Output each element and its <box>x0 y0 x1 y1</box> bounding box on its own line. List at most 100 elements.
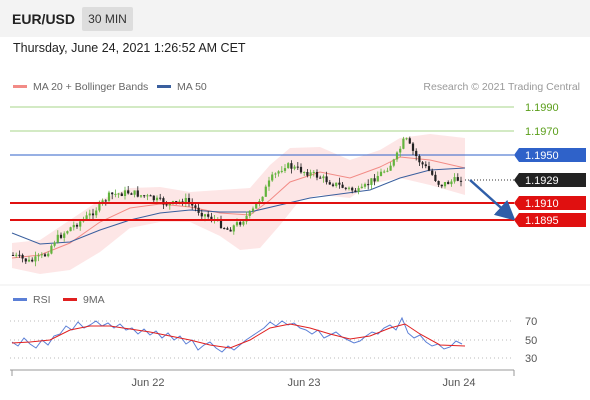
forecast-arrow <box>469 179 516 221</box>
candle-body <box>431 170 434 175</box>
candle-body <box>226 228 229 230</box>
candle-body <box>37 255 40 257</box>
candle-body <box>331 184 335 186</box>
candle-body <box>239 222 242 225</box>
candle-body <box>242 221 245 225</box>
candle-body <box>50 245 53 254</box>
candle-body <box>335 182 338 186</box>
x-label-jun22: Jun 22 <box>131 377 164 389</box>
candle-body <box>219 219 223 229</box>
candle-body <box>53 242 56 246</box>
candle-body <box>363 184 367 187</box>
candle-body <box>251 208 255 211</box>
candle-body <box>117 193 120 195</box>
candle-body <box>175 201 178 203</box>
candle-body <box>421 162 424 165</box>
candle-body <box>98 202 101 211</box>
legend-ma50: MA 50 <box>157 81 207 93</box>
candle-body <box>66 231 69 234</box>
candle-body <box>149 195 152 197</box>
candle-body <box>306 171 309 176</box>
candle-body <box>370 178 373 185</box>
pivot-tag <box>514 148 586 162</box>
candle-body <box>447 181 450 185</box>
candle-body <box>245 215 248 222</box>
candle-body <box>408 138 411 144</box>
last-price-tag <box>514 173 586 187</box>
candle-body <box>197 207 200 213</box>
candle-body <box>63 233 66 238</box>
candle-body <box>207 214 210 217</box>
candle-body <box>405 138 408 140</box>
candle-body <box>168 203 171 206</box>
candle-body <box>255 203 258 209</box>
legend-rsi-label: RSI <box>33 294 51 306</box>
candle-body <box>443 181 447 187</box>
candle-body <box>280 170 283 172</box>
candle-body <box>143 195 146 197</box>
symbol-title: EUR/USD <box>12 11 76 27</box>
candle-body <box>203 214 207 217</box>
price-label-1950: 1.1950 <box>525 150 559 162</box>
candle-body <box>139 195 143 197</box>
candle-body <box>210 216 213 220</box>
candle-body <box>427 166 431 171</box>
candle-body <box>72 224 75 228</box>
candle-body <box>159 197 162 199</box>
support-tag-1895 <box>514 213 586 227</box>
candle-body <box>450 181 453 185</box>
rsi-swatch <box>13 297 27 301</box>
candle-body <box>299 166 303 173</box>
candle-body <box>418 156 421 163</box>
rsi-label-70: 70 <box>525 316 537 328</box>
candle-body <box>290 163 293 169</box>
chart-datetime: Thursday, June 24, 2021 1:26:52 AM CET <box>13 41 246 55</box>
candle-body <box>27 259 31 262</box>
candle-body <box>395 152 399 160</box>
candle-body <box>338 182 341 185</box>
candle-body <box>399 148 402 153</box>
candle-body <box>31 259 34 262</box>
candle-body <box>392 159 395 166</box>
candle-body <box>155 197 159 201</box>
candle-body <box>223 228 226 230</box>
timeframe-button[interactable]: 30 MIN <box>82 7 133 31</box>
candle-body <box>21 254 24 259</box>
candle-body <box>319 177 322 179</box>
candle-body <box>136 190 139 197</box>
candle-body <box>15 254 18 256</box>
candle-body <box>376 176 379 182</box>
candle-body <box>75 224 79 227</box>
candle-body <box>152 195 155 201</box>
candle-body <box>47 253 50 257</box>
candle-body <box>248 210 251 216</box>
candle-body <box>91 213 95 216</box>
price-label-1929: 1.1929 <box>525 175 559 187</box>
candle-body <box>111 192 114 195</box>
price-label-1970: 1.1970 <box>525 126 559 138</box>
candle-body <box>347 187 351 189</box>
candle-body <box>440 184 443 187</box>
candle-body <box>18 254 21 256</box>
candle-body <box>194 205 197 208</box>
candle-body <box>283 168 287 171</box>
candle-body <box>34 256 37 262</box>
ma50-line <box>11 167 466 245</box>
legend-ma20-bollinger: MA 20 + Bollinger Bands <box>13 81 148 93</box>
candle-body <box>344 187 347 189</box>
x-label-jun24: Jun 24 <box>442 377 475 389</box>
candle-body <box>267 180 271 187</box>
candle-body <box>424 164 427 167</box>
candle-body <box>328 182 331 185</box>
candle-body <box>59 234 63 238</box>
candle-body <box>235 222 239 226</box>
candle-body <box>95 210 98 216</box>
candle-body <box>133 190 136 195</box>
candle-body <box>453 177 456 182</box>
candle-body <box>130 193 133 195</box>
candle-body <box>402 138 405 149</box>
candle-body <box>354 190 357 192</box>
research-credit: Research © 2021 Trading Central <box>423 81 580 93</box>
chart-header: EUR/USD 30 MIN <box>0 0 590 37</box>
